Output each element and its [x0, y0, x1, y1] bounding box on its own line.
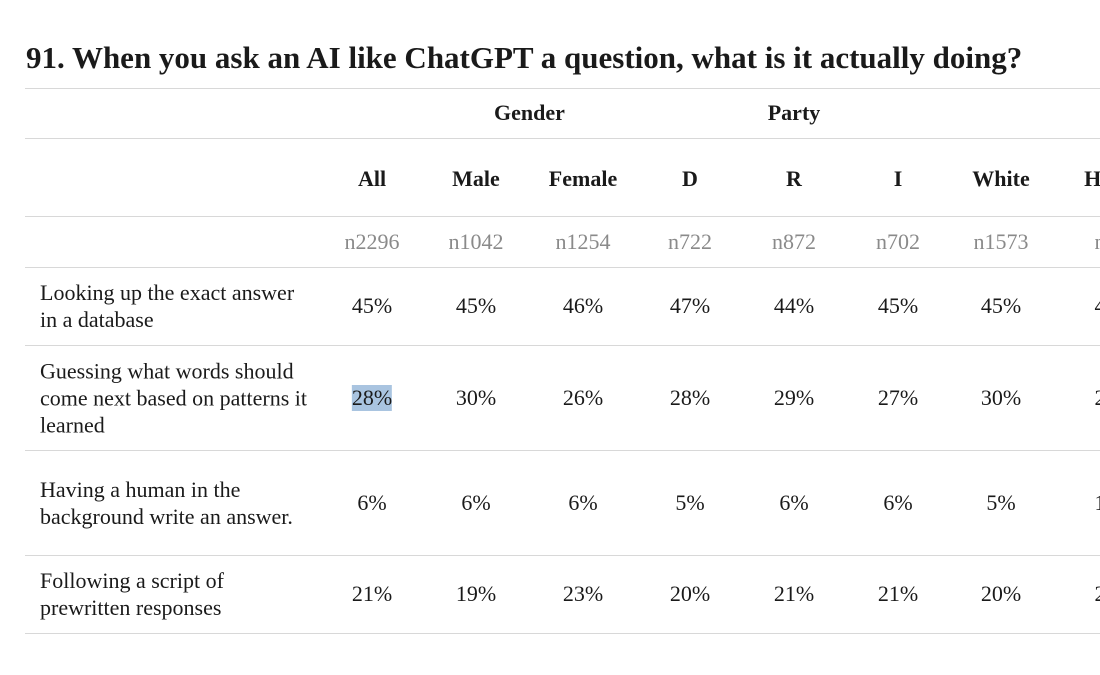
cell-value: 44%: [773, 293, 815, 318]
cell-value: 45%: [980, 293, 1022, 318]
cell-value: 6%: [568, 490, 598, 515]
divider: [25, 633, 1100, 634]
divider: [25, 138, 1100, 139]
sample-size: n1042: [448, 229, 504, 254]
sample-size: n722: [668, 229, 712, 254]
cell-value: 46%: [562, 293, 604, 318]
group-header: Gender: [494, 100, 565, 125]
column-header: All: [357, 166, 387, 191]
cell-value: 45%: [351, 293, 393, 318]
sample-size: n702: [876, 229, 920, 254]
cell-value: 21%: [351, 581, 393, 606]
cell-value: 45%: [455, 293, 497, 318]
divider: [25, 88, 1100, 89]
column-header: I: [893, 166, 903, 191]
divider: [25, 267, 1100, 268]
column-header: R: [786, 166, 802, 191]
cell-value: 6%: [883, 490, 913, 515]
cell-value: 23%: [562, 581, 604, 606]
cell-value: 29%: [773, 385, 815, 410]
divider: [25, 450, 1100, 451]
title: 91. When you ask an AI like ChatGPT a qu…: [26, 40, 1023, 75]
column-header: White: [972, 166, 1030, 191]
cell-value: 2: [1094, 385, 1100, 410]
cell-value: 26%: [562, 385, 604, 410]
cell-value: 6%: [357, 490, 387, 515]
cell-value: 6%: [779, 490, 809, 515]
sample-size: n1254: [555, 229, 611, 254]
row-label: Following a script of prewritten respons…: [40, 568, 224, 620]
group-header: Party: [767, 100, 821, 125]
cell-value: 27%: [877, 385, 919, 410]
divider: [25, 345, 1100, 346]
cell-value: 1: [1094, 490, 1100, 515]
divider: [25, 555, 1100, 556]
cell-value: 19%: [455, 581, 497, 606]
cell-value: 47%: [669, 293, 711, 318]
column-header: D: [682, 166, 698, 191]
cell-value: 20%: [980, 581, 1022, 606]
cell-value: 28%: [669, 385, 711, 410]
cell-value: 2: [1094, 581, 1100, 606]
sample-size: n2296: [344, 229, 400, 254]
cell-value: 21%: [773, 581, 815, 606]
sample-size: n: [1094, 229, 1100, 254]
row-label: Looking up the exact answer in a databas…: [40, 280, 295, 332]
cell-value: 20%: [669, 581, 711, 606]
cell-value: 6%: [461, 490, 491, 515]
cell-value: 5%: [675, 490, 705, 515]
cell-value: 21%: [877, 581, 919, 606]
row-label: Guessing what words should come next bas…: [40, 358, 307, 438]
column-header: Female: [548, 166, 618, 191]
cell-value: 30%: [980, 385, 1022, 410]
sample-size: n872: [772, 229, 816, 254]
divider: [25, 216, 1100, 217]
column-header: Male: [452, 166, 500, 191]
cell-value: 4: [1094, 293, 1100, 318]
sample-size: n1573: [973, 229, 1029, 254]
cell-value: 30%: [455, 385, 497, 410]
cell-value: 5%: [986, 490, 1016, 515]
cell-value: 45%: [877, 293, 919, 318]
cell-value: 28%: [351, 385, 393, 411]
row-label: Having a human in the background write a…: [40, 477, 293, 529]
column-header: His: [1084, 166, 1100, 191]
